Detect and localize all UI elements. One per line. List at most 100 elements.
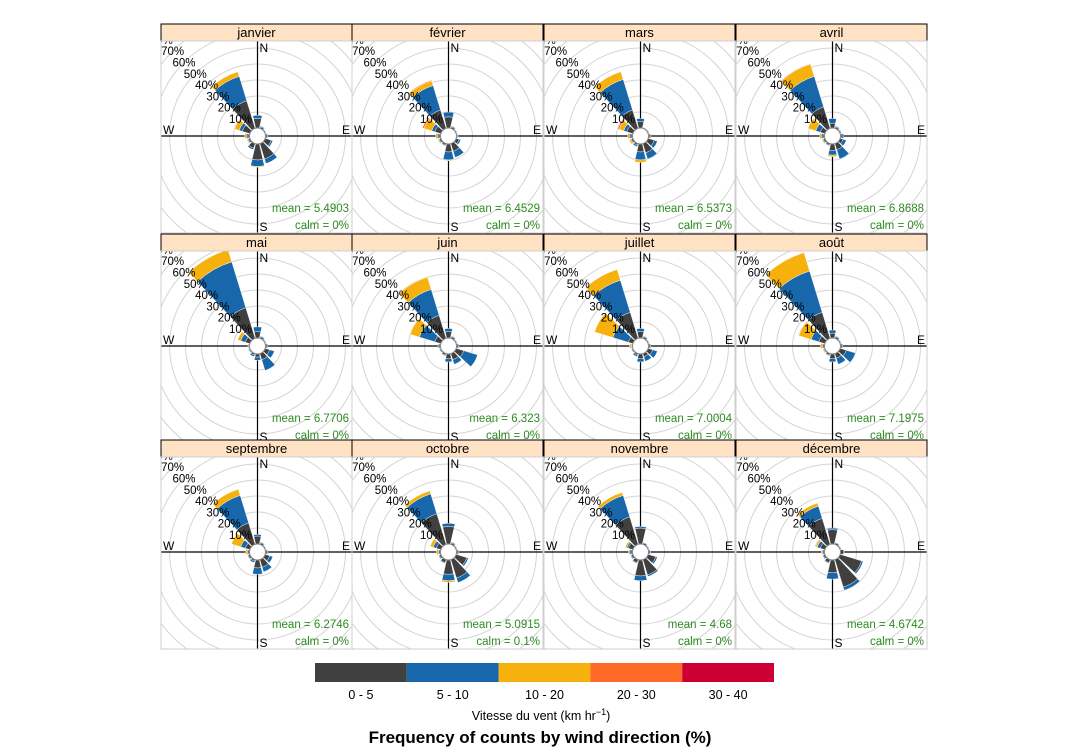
bar-90deg-band-1	[649, 343, 652, 349]
bar-30deg-band-1	[643, 542, 648, 546]
ring-label: 60%	[555, 57, 578, 69]
bar-180deg-band-1	[252, 567, 263, 575]
bar-60deg-band-1	[263, 545, 267, 550]
ring-label: 30%	[397, 91, 420, 103]
bar-30deg-band-1	[260, 125, 265, 130]
ring-label: 10%	[804, 324, 827, 336]
ring-label: 20%	[409, 313, 432, 325]
compass-n: N	[260, 251, 269, 265]
panel-border	[543, 456, 736, 650]
bar-180deg-band-0	[445, 353, 452, 359]
bar-240deg-band-2	[822, 348, 826, 354]
compass-s: S	[260, 430, 268, 444]
bar-0deg-band-1	[253, 534, 262, 537]
bar-0deg-band-1	[252, 115, 263, 120]
ring-label: 40%	[770, 80, 793, 92]
compass-e: E	[917, 333, 925, 347]
legend: 0 - 5 5 - 10 10 - 20 20 - 30 30 - 40 Vitesse …	[315, 663, 774, 723]
compass-e: E	[917, 539, 925, 553]
ring-label: 50%	[375, 279, 398, 291]
bar-210deg-band-1	[249, 352, 255, 357]
ring-label: 20%	[409, 519, 432, 531]
bar-90deg-band-1	[841, 133, 844, 139]
ring-label: 20%	[793, 313, 816, 325]
bar-150deg-band-1	[836, 146, 850, 160]
bar-270deg-band-2	[821, 549, 823, 555]
bar-300deg-band-2	[237, 331, 245, 342]
compass-e: E	[725, 539, 733, 553]
ring-label: 40%	[578, 496, 601, 508]
panel-border	[543, 40, 736, 234]
ring-label: 60%	[555, 267, 578, 279]
ring-label: 10%	[804, 530, 827, 542]
legend-swatch-2	[498, 663, 591, 682]
ring-label: 70%	[544, 462, 567, 474]
legend-swatch-3	[590, 663, 683, 682]
ring-label: 80%	[150, 451, 173, 463]
bar-150deg-band-1	[647, 569, 659, 577]
ring-label: 30%	[206, 507, 229, 519]
calm-circle	[440, 127, 457, 145]
ring-label: 80%	[341, 35, 364, 47]
compass-w: W	[354, 123, 366, 137]
panel-month-label: mars	[625, 25, 654, 40]
panel-border	[735, 40, 928, 234]
compass-e: E	[725, 333, 733, 347]
bar-90deg-band-1	[843, 549, 845, 555]
bar-270deg-band-2	[245, 549, 248, 555]
ring-label: 70%	[161, 256, 184, 268]
ring-label: 10%	[229, 324, 252, 336]
panel-month-label: décembre	[803, 441, 861, 456]
calm-label: calm = 0%	[870, 220, 924, 232]
bar-330deg-band-2	[211, 71, 240, 91]
bar-180deg-band-1	[827, 149, 838, 156]
ring-label: 60%	[747, 267, 770, 279]
ring-label: 30%	[589, 91, 612, 103]
bar-150deg-band-1	[452, 356, 462, 365]
panel-octobre: octobre10%20%30%40%50%60%70%80%NSWEmean …	[351, 439, 544, 650]
chart-title: Frequency of counts by wind direction (%…	[369, 728, 712, 747]
bar-240deg-band-1	[247, 554, 251, 560]
ring-label: 70%	[544, 256, 567, 268]
ring-label: 60%	[747, 57, 770, 69]
mean-label: mean = 5.0915	[463, 619, 540, 631]
compass-s: S	[835, 430, 843, 444]
bar-180deg-band-2	[250, 165, 265, 168]
ring-label: 70%	[352, 256, 375, 268]
bar-240deg-band-1	[438, 554, 442, 560]
ring-label: 40%	[386, 290, 409, 302]
bar-240deg-band-2	[628, 138, 634, 145]
bar-180deg-band-1	[254, 356, 261, 361]
bar-0deg-band-0	[829, 333, 836, 339]
panel-month-label: mai	[246, 235, 267, 250]
bar-30deg-band-1	[260, 541, 265, 546]
calm-circle	[632, 543, 649, 561]
legend-swatch-1	[406, 663, 499, 682]
calm-label: calm = 0%	[678, 636, 732, 648]
bar-30deg-band-1	[643, 335, 648, 340]
compass-n: N	[260, 457, 269, 471]
panel-septembre: septembre 10%20%30%40%50%60%70%80% N S W Emea…	[150, 439, 353, 650]
bar-60deg-band-1	[454, 339, 458, 344]
ring-label: 60%	[363, 473, 386, 485]
bar-300deg-band-3	[798, 321, 808, 336]
bar-270deg-band-2	[436, 549, 439, 555]
ring-label: 30%	[781, 301, 804, 313]
ring-label: 60%	[363, 267, 386, 279]
compass-n: N	[643, 251, 652, 265]
panel-month-label: février	[429, 25, 466, 40]
bar-270deg-band-2	[628, 549, 630, 555]
compass-w: W	[738, 123, 750, 137]
ring-label: 70%	[736, 256, 759, 268]
bar-240deg-band-1	[631, 348, 635, 353]
bar-120deg-band-1	[456, 139, 461, 146]
mean-label: mean = 4.68	[668, 619, 732, 631]
panel-month-label: novembre	[611, 441, 669, 456]
compass-e: E	[533, 123, 541, 137]
bar-60deg-band-1	[838, 339, 842, 344]
compass-e: E	[533, 333, 541, 347]
